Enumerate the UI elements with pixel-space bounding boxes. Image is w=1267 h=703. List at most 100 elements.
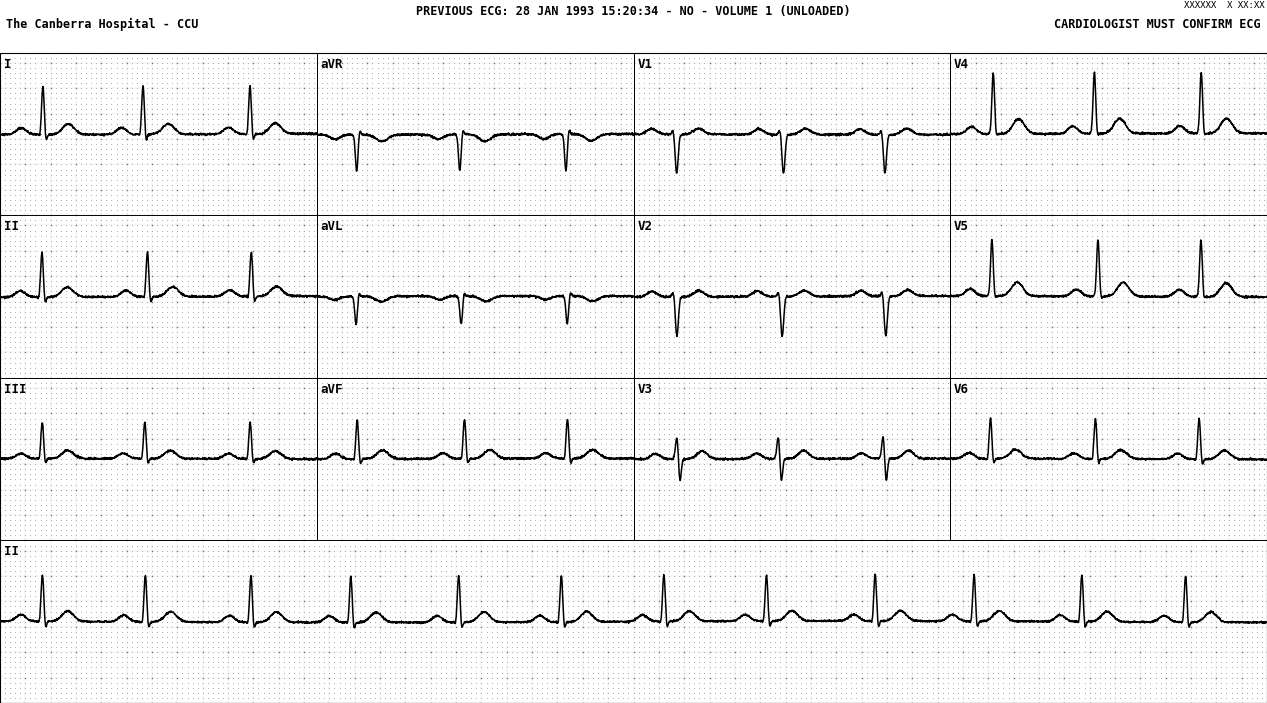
Point [218,647,238,658]
Point [1148,225,1168,236]
Point [634,591,654,602]
Point [1062,453,1082,465]
Point [841,123,862,134]
Point [1052,63,1072,74]
Point [694,164,715,175]
Point [1001,57,1021,68]
Point [46,647,66,658]
Point [362,372,383,383]
Point [634,332,654,343]
Point [362,347,383,358]
Point [233,77,253,89]
Point [438,367,459,378]
Point [1072,154,1092,165]
Point [345,570,365,581]
Point [674,326,694,337]
Point [172,321,193,333]
Point [550,479,570,490]
Point [1183,524,1204,536]
Point [730,667,750,678]
Point [912,63,933,74]
Point [504,154,525,165]
Point [96,524,117,536]
Point [299,63,319,74]
Point [1254,372,1267,383]
Point [1115,540,1135,551]
Point [1102,484,1123,495]
Point [991,200,1011,211]
Point [996,464,1016,475]
Point [172,642,193,653]
Point [730,692,750,703]
Point [649,209,669,221]
Point [532,601,552,612]
Point [585,77,606,89]
Point [1194,245,1214,257]
Point [269,83,289,94]
Point [213,179,233,191]
Point [1145,662,1166,673]
Point [1153,286,1173,297]
Point [111,535,132,546]
Point [413,494,433,505]
Point [623,595,644,607]
Point [20,474,41,485]
Point [0,458,10,470]
Point [902,134,922,145]
Point [611,444,631,455]
Point [927,545,948,556]
Point [654,474,674,485]
Point [851,134,872,145]
Point [81,672,101,683]
Point [851,296,872,307]
Point [517,631,537,643]
Point [1229,311,1249,323]
Point [882,342,902,353]
Point [750,647,770,658]
Point [1011,311,1031,323]
Point [1034,662,1054,673]
Point [5,103,25,114]
Point [725,307,745,318]
Point [388,72,408,84]
Point [973,697,993,703]
Point [279,195,299,206]
Point [152,342,172,353]
Point [1011,93,1031,104]
Point [474,464,494,475]
Point [66,342,86,353]
Point [312,296,332,307]
Point [659,428,679,439]
Point [405,642,426,653]
Point [324,677,345,688]
Point [193,413,213,424]
Point [464,444,484,455]
Point [530,174,550,186]
Point [1214,134,1234,145]
Point [699,296,720,307]
Point [352,418,372,430]
Point [198,611,218,622]
Point [841,515,862,526]
Point [1016,474,1036,485]
Point [15,245,35,257]
Point [565,458,585,470]
Text: II: II [4,546,19,558]
Point [499,266,519,277]
Point [1244,276,1264,287]
Point [213,524,233,536]
Point [846,93,867,104]
Point [464,118,484,129]
Point [1059,672,1079,683]
Point [157,332,177,343]
Point [841,103,862,114]
Point [188,98,208,109]
Point [872,108,892,120]
Point [887,311,907,323]
Point [1107,428,1128,439]
Point [111,77,132,89]
Point [347,413,367,424]
Point [466,586,487,597]
Point [469,83,489,94]
Point [132,535,152,546]
